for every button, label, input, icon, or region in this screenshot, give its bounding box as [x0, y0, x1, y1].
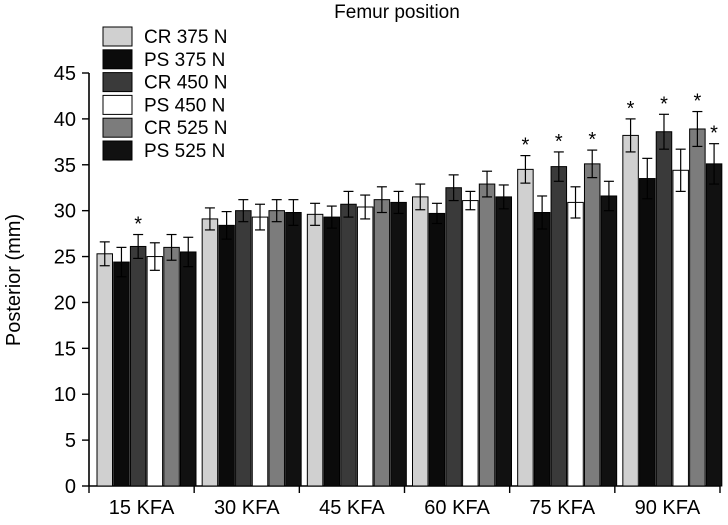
bar-ps-525-n-45-kfa	[390, 201, 407, 487]
legend-swatch-cr-375-n	[102, 26, 133, 47]
bar-cr-375-n-60-kfa	[412, 196, 429, 487]
significance-marker-7: *	[710, 123, 718, 145]
y-tick-label-15: 15	[54, 338, 76, 360]
legend-swatch-ps-450-n	[102, 94, 133, 115]
legend-swatch-ps-525-n	[102, 140, 133, 161]
bar-cr-525-n-60-kfa	[478, 183, 496, 487]
bar-cr-450-n-75-kfa	[550, 166, 568, 487]
x-tick-label-15-kfa: 15 KFA	[109, 497, 175, 519]
bar-cr-525-n-90-kfa	[689, 128, 706, 487]
significance-marker-4: *	[627, 98, 635, 120]
significance-marker-2: *	[555, 131, 563, 153]
x-tick-label-90-kfa: 90 KFA	[635, 497, 701, 519]
bar-cr-525-n-45-kfa	[373, 199, 391, 487]
bar-ps-375-n-30-kfa	[218, 224, 235, 487]
y-tick-label-0: 0	[65, 476, 76, 498]
legend-label-cr-375-n: CR 375 N	[144, 27, 227, 48]
bar-ps-450-n-45-kfa	[356, 206, 374, 487]
bar-ps-450-n-90-kfa	[672, 169, 689, 487]
bar-cr-450-n-30-kfa	[235, 210, 252, 487]
y-tick-label-40: 40	[54, 109, 76, 131]
bar-ps-525-n-90-kfa	[705, 163, 723, 487]
bars-group: * * * * * * * *	[96, 91, 723, 487]
significance-marker-0: *	[134, 214, 142, 236]
y-tick-label-20: 20	[54, 292, 76, 314]
bar-cr-525-n-30-kfa	[268, 210, 285, 487]
y-axis-label: Posterior (mm)	[3, 214, 25, 346]
bar-cr-450-n-60-kfa	[445, 187, 462, 487]
x-tick-label-30-kfa: 30 KFA	[214, 497, 280, 519]
x-tick-label-60-kfa: 60 KFA	[424, 497, 490, 519]
legend-swatch-cr-525-n	[102, 117, 133, 138]
bar-ps-450-n-60-kfa	[462, 200, 479, 487]
bar-cr-375-n-30-kfa	[201, 218, 219, 487]
bar-cr-525-n-75-kfa	[583, 163, 601, 487]
bar-ps-450-n-75-kfa	[567, 201, 584, 487]
bar-cr-375-n-75-kfa	[517, 168, 534, 487]
bar-ps-525-n-60-kfa	[495, 196, 512, 487]
legend-label-ps-525-n: PS 525 N	[144, 141, 225, 162]
legend-label-ps-450-n: PS 450 N	[144, 95, 225, 116]
bar-cr-450-n-15-kfa	[129, 245, 147, 487]
x-tick-label-75-kfa: 75 KFA	[529, 497, 595, 519]
significance-marker-1: *	[522, 135, 530, 157]
legend-swatch-ps-375-n	[102, 49, 133, 70]
bar-cr-375-n-15-kfa	[96, 253, 113, 487]
bar-cr-450-n-45-kfa	[340, 203, 357, 487]
y-tick-label-35: 35	[54, 155, 76, 177]
y-tick-label-5: 5	[65, 430, 76, 452]
axes: 0 5 10 15 20 25 30 35 40 45 15 KFA 30 KFA 45 KFA 60 K…	[54, 63, 721, 519]
bar-ps-375-n-75-kfa	[533, 212, 551, 487]
bar-ps-525-n-15-kfa	[180, 251, 197, 487]
bar-ps-375-n-90-kfa	[639, 178, 656, 487]
bar-cr-375-n-45-kfa	[306, 213, 324, 487]
y-tick-label-25: 25	[54, 247, 76, 269]
legend-label-cr-525-n: CR 525 N	[144, 118, 227, 139]
legend-label-cr-450-n: CR 450 N	[144, 73, 227, 94]
legend-swatch-cr-450-n	[102, 72, 133, 93]
x-tick-label-45-kfa: 45 KFA	[319, 497, 385, 519]
bar-cr-375-n-90-kfa	[622, 134, 639, 487]
bar-ps-450-n-15-kfa	[146, 256, 164, 487]
y-tick-label-10: 10	[54, 384, 76, 406]
significance-marker-6: *	[693, 91, 701, 113]
legend: CR 375 NPS 375 NCR 450 NPS 450 NCR 525 N…	[102, 26, 227, 162]
bar-cr-525-n-15-kfa	[163, 246, 180, 487]
significance-marker-3: *	[588, 129, 596, 151]
bar-ps-525-n-75-kfa	[600, 195, 618, 487]
legend-label-ps-375-n: PS 375 N	[144, 50, 225, 71]
bar-cr-450-n-90-kfa	[655, 131, 673, 487]
significance-marker-5: *	[660, 93, 668, 115]
chart-title: Femur position	[334, 2, 460, 23]
y-tick-label-45: 45	[54, 63, 76, 85]
bar-ps-375-n-45-kfa	[323, 216, 341, 487]
bar-ps-450-n-30-kfa	[251, 216, 269, 487]
y-tick-label-30: 30	[54, 201, 76, 223]
bar-ps-375-n-15-kfa	[113, 261, 130, 487]
bar-ps-525-n-30-kfa	[285, 212, 302, 487]
bar-ps-375-n-60-kfa	[428, 212, 446, 487]
